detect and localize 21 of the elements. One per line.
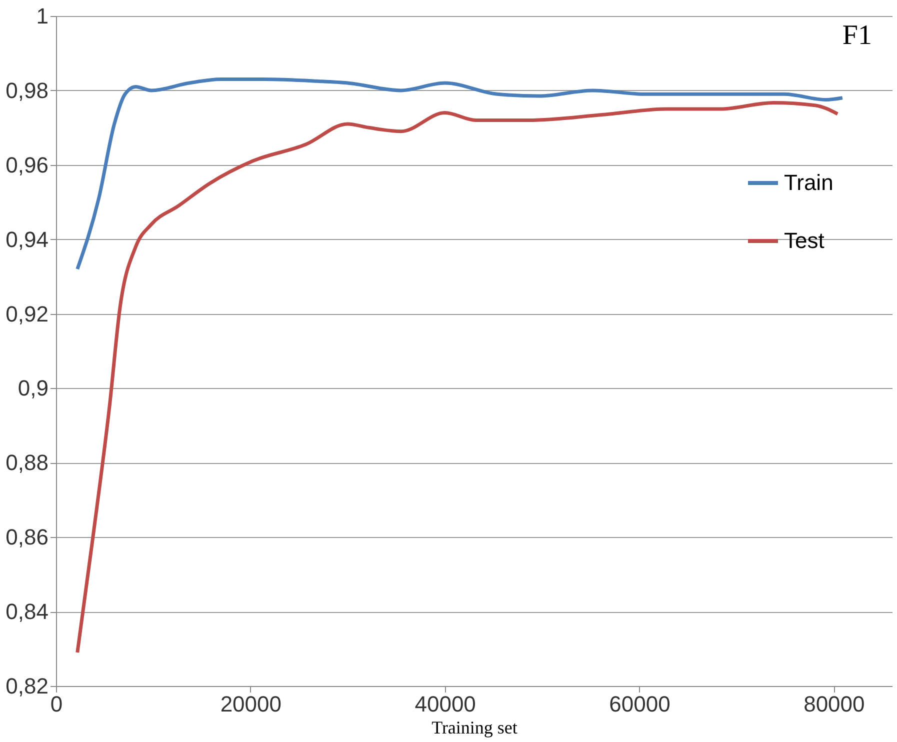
y-tick-label: 0,92 bbox=[6, 301, 48, 326]
x-tick-label: 40000 bbox=[414, 692, 476, 716]
y-tick-label: 0,86 bbox=[6, 524, 48, 550]
x-tick-label: 0 bbox=[50, 692, 63, 716]
x-axis-title: Training set bbox=[432, 718, 518, 738]
legend-label: Test bbox=[784, 228, 824, 253]
y-tick-label: 0,9 bbox=[18, 376, 48, 401]
y-tick-label: 0,98 bbox=[6, 78, 48, 103]
y-tick-label: 0,94 bbox=[6, 226, 48, 252]
chart-title: F1 bbox=[842, 20, 872, 51]
x-tick-label: 20000 bbox=[220, 692, 282, 716]
x-tick-label: 60000 bbox=[609, 692, 670, 716]
y-tick-label: 0,84 bbox=[6, 599, 48, 624]
line-series bbox=[76, 100, 840, 654]
x-tick-label: 80000 bbox=[804, 692, 865, 716]
y-tick-label: 0,88 bbox=[6, 450, 48, 476]
y-tick-label: 1 bbox=[36, 4, 48, 28]
line-series bbox=[76, 78, 844, 271]
legend-label: Train bbox=[784, 170, 834, 195]
y-tick-label: 0,82 bbox=[6, 674, 48, 698]
y-tick-label: 0,96 bbox=[6, 152, 48, 178]
